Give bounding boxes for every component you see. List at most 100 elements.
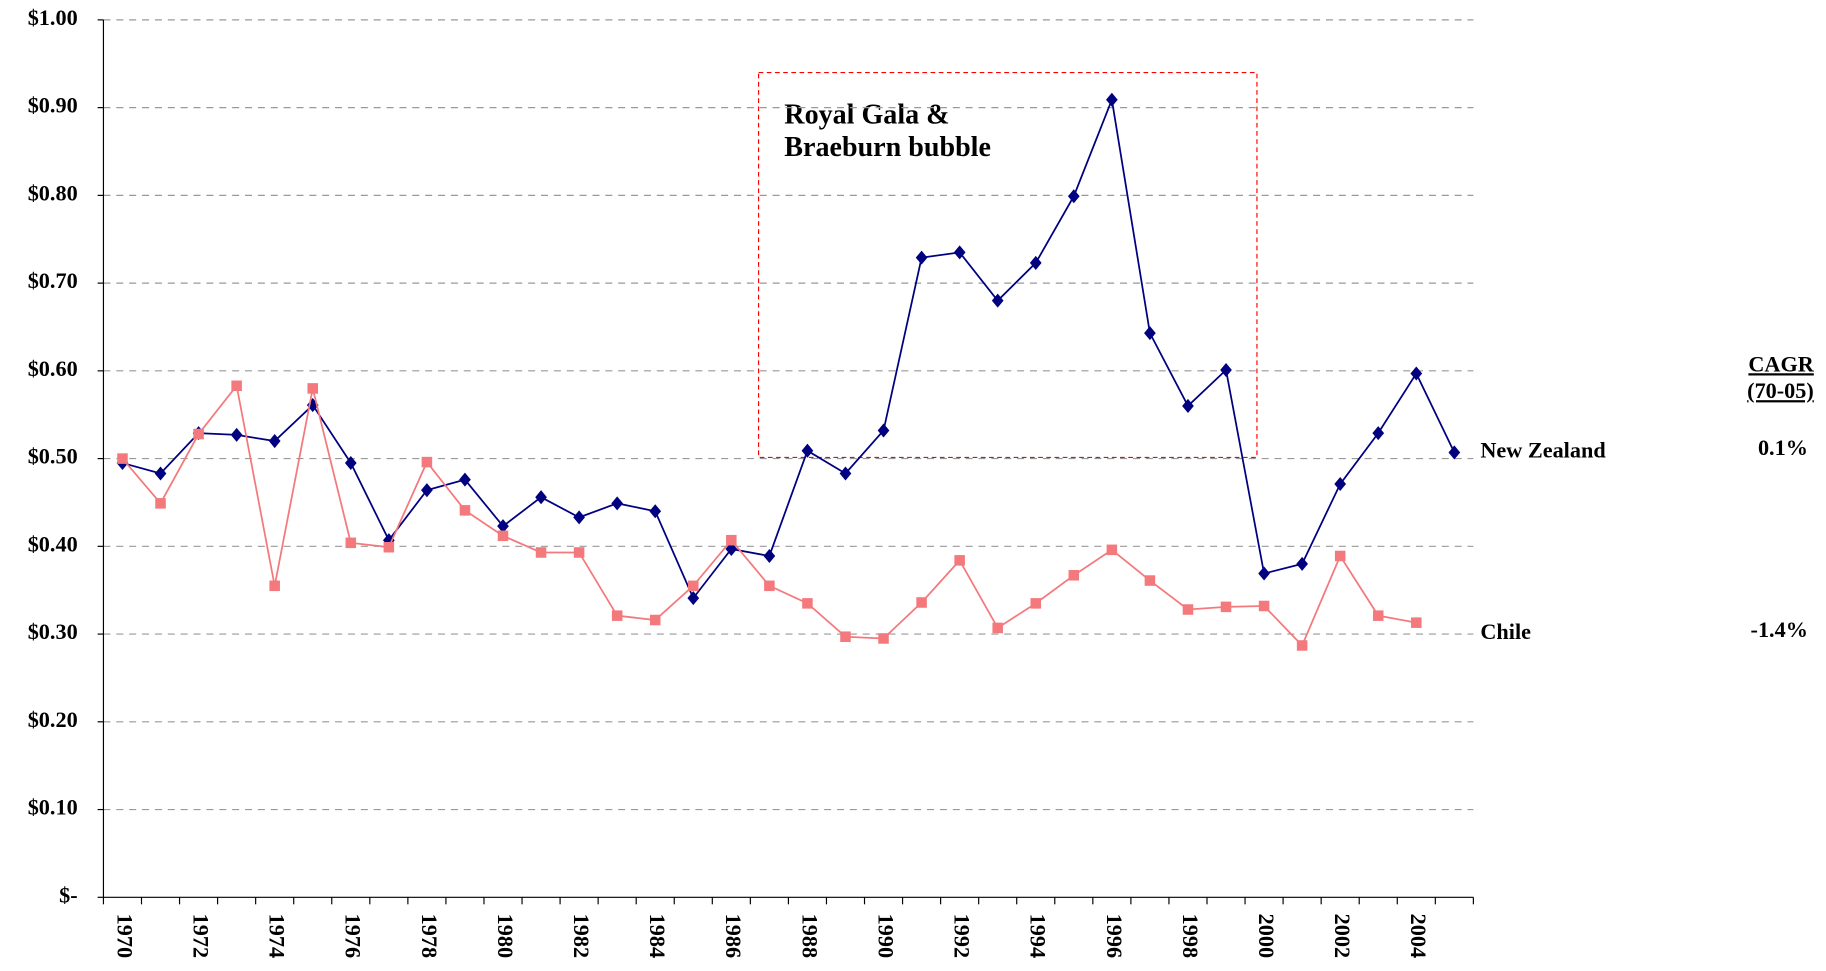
marker (307, 383, 319, 394)
marker (763, 548, 776, 564)
marker (954, 555, 965, 566)
x-tick-label: 1982 (569, 914, 594, 958)
marker (611, 496, 624, 511)
marker (1334, 477, 1347, 492)
marker (878, 633, 889, 644)
y-tick-label: $0.30 (28, 619, 78, 644)
y-tick-label: $0.50 (28, 444, 78, 469)
y-tick-label: $0.40 (28, 531, 78, 556)
marker (1220, 601, 1232, 613)
marker (1220, 362, 1232, 377)
marker (535, 490, 547, 505)
cagr-value: -1.4% (1751, 617, 1808, 642)
annotation: Braeburn bubble (784, 132, 991, 163)
y-tick-label: $- (59, 882, 78, 907)
marker (1106, 92, 1118, 107)
y-tick-label: $0.10 (28, 795, 78, 820)
marker (1144, 575, 1156, 586)
marker (1372, 610, 1384, 621)
marker (383, 541, 395, 553)
x-tick-label: 2000 (1254, 914, 1279, 958)
marker (117, 453, 128, 464)
marker (421, 483, 433, 498)
marker (802, 598, 813, 609)
y-tick-label: $0.70 (28, 268, 78, 293)
marker (726, 534, 737, 546)
marker (269, 580, 280, 592)
marker (916, 597, 927, 608)
y-tick-label: $1.00 (28, 5, 78, 30)
marker (649, 504, 662, 519)
marker (992, 622, 1003, 634)
marker (725, 541, 738, 556)
y-tick-label: $0.80 (28, 180, 78, 205)
marker (1334, 550, 1346, 562)
x-tick-label: 1994 (1026, 914, 1051, 958)
y-tick-label: $0.60 (28, 356, 78, 381)
marker (1182, 398, 1194, 413)
marker (688, 580, 699, 592)
marker (231, 380, 242, 392)
x-tick-label: 1978 (417, 914, 442, 958)
x-tick-label: 1992 (950, 914, 975, 958)
marker (535, 547, 547, 558)
marker (154, 466, 167, 481)
marker (1029, 255, 1042, 270)
series-line (122, 96, 1456, 600)
cagr-value: 0.1% (1758, 435, 1808, 460)
marker (1067, 189, 1080, 204)
annotation: Royal Gala & (784, 99, 949, 130)
marker (611, 610, 623, 621)
marker (764, 580, 775, 592)
x-tick-label: 1976 (341, 914, 366, 958)
marker (877, 423, 890, 438)
series-label: Chile (1480, 619, 1531, 644)
marker (573, 547, 585, 558)
marker (1106, 544, 1118, 556)
marker (1296, 640, 1308, 651)
x-tick-label: 1974 (265, 914, 290, 958)
marker (155, 498, 166, 509)
marker (1258, 600, 1270, 612)
x-tick-label: 1972 (188, 914, 213, 958)
x-tick-label: 1988 (797, 914, 822, 958)
marker (1182, 604, 1194, 615)
x-tick-label: 1998 (1178, 914, 1203, 958)
x-tick-label: 1984 (645, 914, 670, 958)
marker (1258, 566, 1270, 581)
annotation-box (757, 71, 1258, 459)
cagr-header: CAGR (1748, 351, 1814, 376)
y-tick-label: $0.90 (28, 93, 78, 118)
marker (649, 614, 661, 626)
x-tick-label: 1980 (493, 914, 518, 958)
marker (801, 443, 814, 458)
marker (344, 455, 357, 470)
marker (345, 537, 357, 549)
marker (1296, 556, 1308, 571)
series-label: New Zealand (1480, 438, 1606, 463)
marker (1144, 326, 1156, 341)
marker (1068, 570, 1080, 581)
marker (193, 428, 204, 440)
cagr-header: (70-05) (1747, 378, 1814, 403)
marker (840, 631, 851, 642)
marker (953, 245, 966, 260)
marker (421, 456, 433, 468)
marker (459, 505, 471, 516)
marker (1448, 445, 1461, 460)
marker (1411, 617, 1422, 628)
marker (230, 427, 243, 442)
marker (459, 472, 471, 487)
marker (497, 530, 509, 542)
marker (1410, 366, 1423, 381)
x-tick-label: 1986 (721, 914, 746, 958)
marker (1030, 598, 1042, 609)
x-tick-label: 2004 (1406, 914, 1431, 958)
marker (1372, 426, 1385, 441)
x-tick-label: 1996 (1102, 914, 1127, 958)
x-tick-label: 1970 (112, 914, 137, 958)
marker (573, 510, 585, 525)
y-tick-label: $0.20 (28, 707, 78, 732)
x-tick-label: 1990 (873, 914, 898, 958)
